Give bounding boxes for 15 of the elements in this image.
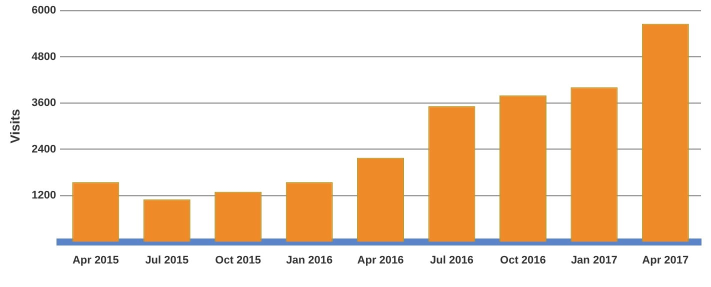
y-tick-label: 3600 xyxy=(32,97,56,110)
x-tick-label: Oct 2016 xyxy=(500,254,546,266)
y-tick-label: 1200 xyxy=(32,190,56,202)
x-tick-label: Jan 2017 xyxy=(570,254,618,266)
x-tick-label: Apr 2017 xyxy=(642,254,689,266)
y-axis-title: Visits xyxy=(7,108,22,144)
x-tick-label: Oct 2015 xyxy=(215,254,262,266)
y-tick-label: 4800 xyxy=(32,50,56,63)
x-tick-label: Jan 2016 xyxy=(286,254,333,266)
y-tick-label: 6000 xyxy=(32,4,56,17)
x-tick-label: Apr 2015 xyxy=(72,254,119,266)
x-tick-label: Jul 2016 xyxy=(430,254,474,266)
y-tick-label: 2400 xyxy=(32,143,56,156)
x-tick-label: Jul 2015 xyxy=(145,254,189,266)
x-tick-label: Apr 2016 xyxy=(357,254,404,266)
